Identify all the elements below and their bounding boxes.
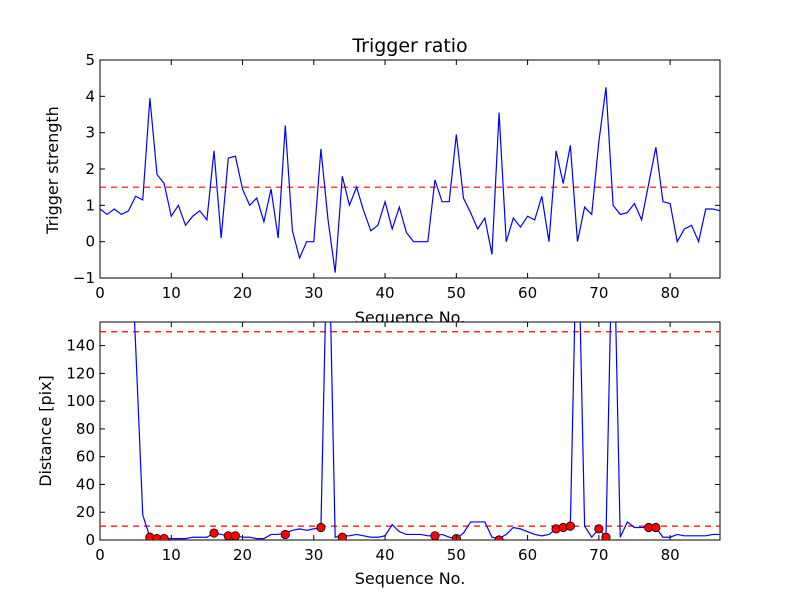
plot-frame [99,321,721,541]
y-tick-label: 0 [85,531,95,549]
x-tick-label: 10 [162,546,181,564]
data-point-marker [601,532,611,540]
y-tick-label: 4 [85,87,95,105]
y-axis-label: Trigger strength [43,106,62,235]
series-line [100,87,720,273]
data-point-marker [494,535,504,540]
y-tick-label: 40 [76,475,95,493]
data-point-marker [651,522,661,533]
plot-area [100,87,720,273]
x-tick-label: 80 [661,546,680,564]
trigger-ratio-chart: Trigger ratio Sequence No. Trigger stren… [43,35,721,327]
x-tick-label: 40 [376,546,395,564]
x-axis-label: Sequence No. [355,569,466,588]
data-point-marker [337,532,347,540]
x-tick-label: 50 [447,284,466,302]
series-line [133,322,720,540]
distance-chart: Sequence No. Distance [pix] 0 10 20 30 40 50 6… [36,321,721,588]
y-tick-label: −1 [73,269,95,287]
y-tick-label: 5 [85,51,95,69]
x-tick-label: 60 [518,284,537,302]
y-tick-label: 100 [66,392,95,410]
y-axis-label: Distance [pix] [36,375,55,487]
data-point-marker [430,531,440,540]
x-tick-label: 80 [661,284,680,302]
x-tick-label: 30 [304,546,323,564]
y-tick-label: 1 [85,196,95,214]
y-tick-label: 140 [66,337,95,355]
x-tick-label: 20 [233,284,252,302]
y-tick-label: 0 [85,233,95,251]
x-tick-label: 70 [589,284,608,302]
x-tick-label: 20 [233,546,252,564]
data-point-marker [316,522,326,533]
chart-title: Trigger ratio [351,35,467,57]
x-tick-label: 0 [95,546,105,564]
data-point-marker [280,529,290,540]
data-point-marker [230,531,241,540]
data-point-marker [594,524,604,534]
x-tick-label: 50 [447,546,466,564]
x-tick-label: 30 [304,284,323,302]
x-tick-label: 70 [589,546,608,564]
y-tick-label: 80 [76,420,95,438]
y-tick-label: 120 [66,364,95,382]
x-tick-label: 10 [162,284,181,302]
data-point-marker [209,528,219,538]
x-tick-label: 60 [518,546,537,564]
x-tick-label: 40 [376,284,395,302]
plot-frame [99,59,721,279]
x-tick-label: 0 [95,284,105,302]
y-tick-label: 20 [76,503,95,521]
y-tick-label: 3 [85,124,95,142]
y-tick-label: 60 [76,448,95,466]
y-tick-label: 2 [85,160,95,178]
plot-area [100,322,720,540]
data-point-marker [159,534,169,540]
data-point-marker [565,521,575,531]
